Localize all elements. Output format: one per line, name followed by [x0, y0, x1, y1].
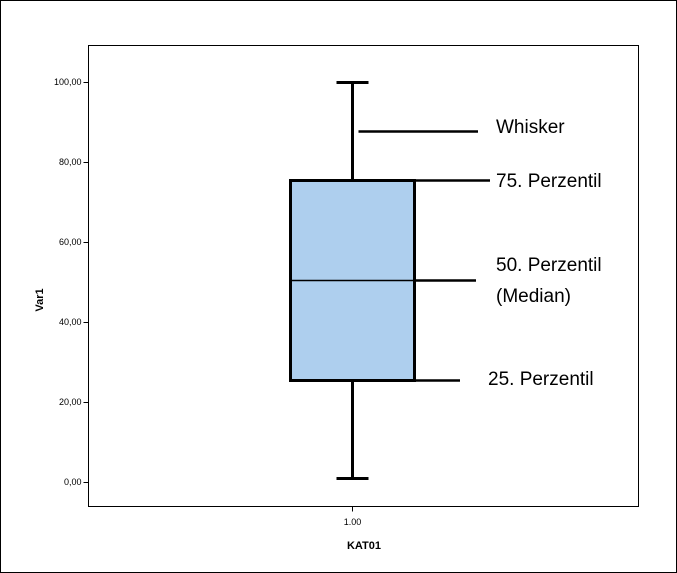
x-tick-label: 1.00: [344, 517, 362, 527]
y-tick-label: 60,00: [59, 237, 82, 247]
y-axis-label: Var1: [34, 288, 46, 311]
y-tick-label: 0,00: [64, 477, 82, 487]
annotation: 75. Perzentil: [496, 171, 602, 192]
y-tick-label: 40,00: [59, 317, 82, 327]
annotation: Whisker: [496, 117, 565, 138]
y-tick-label: 20,00: [59, 397, 82, 407]
y-tick-label: 80,00: [59, 157, 82, 167]
annotation: 25. Perzentil: [488, 369, 594, 390]
annotation: 50. Perzentil: [496, 255, 602, 276]
annotation: (Median): [496, 286, 571, 307]
y-tick-label: 100,00: [54, 77, 82, 87]
x-axis-label: KAT01: [347, 540, 381, 552]
